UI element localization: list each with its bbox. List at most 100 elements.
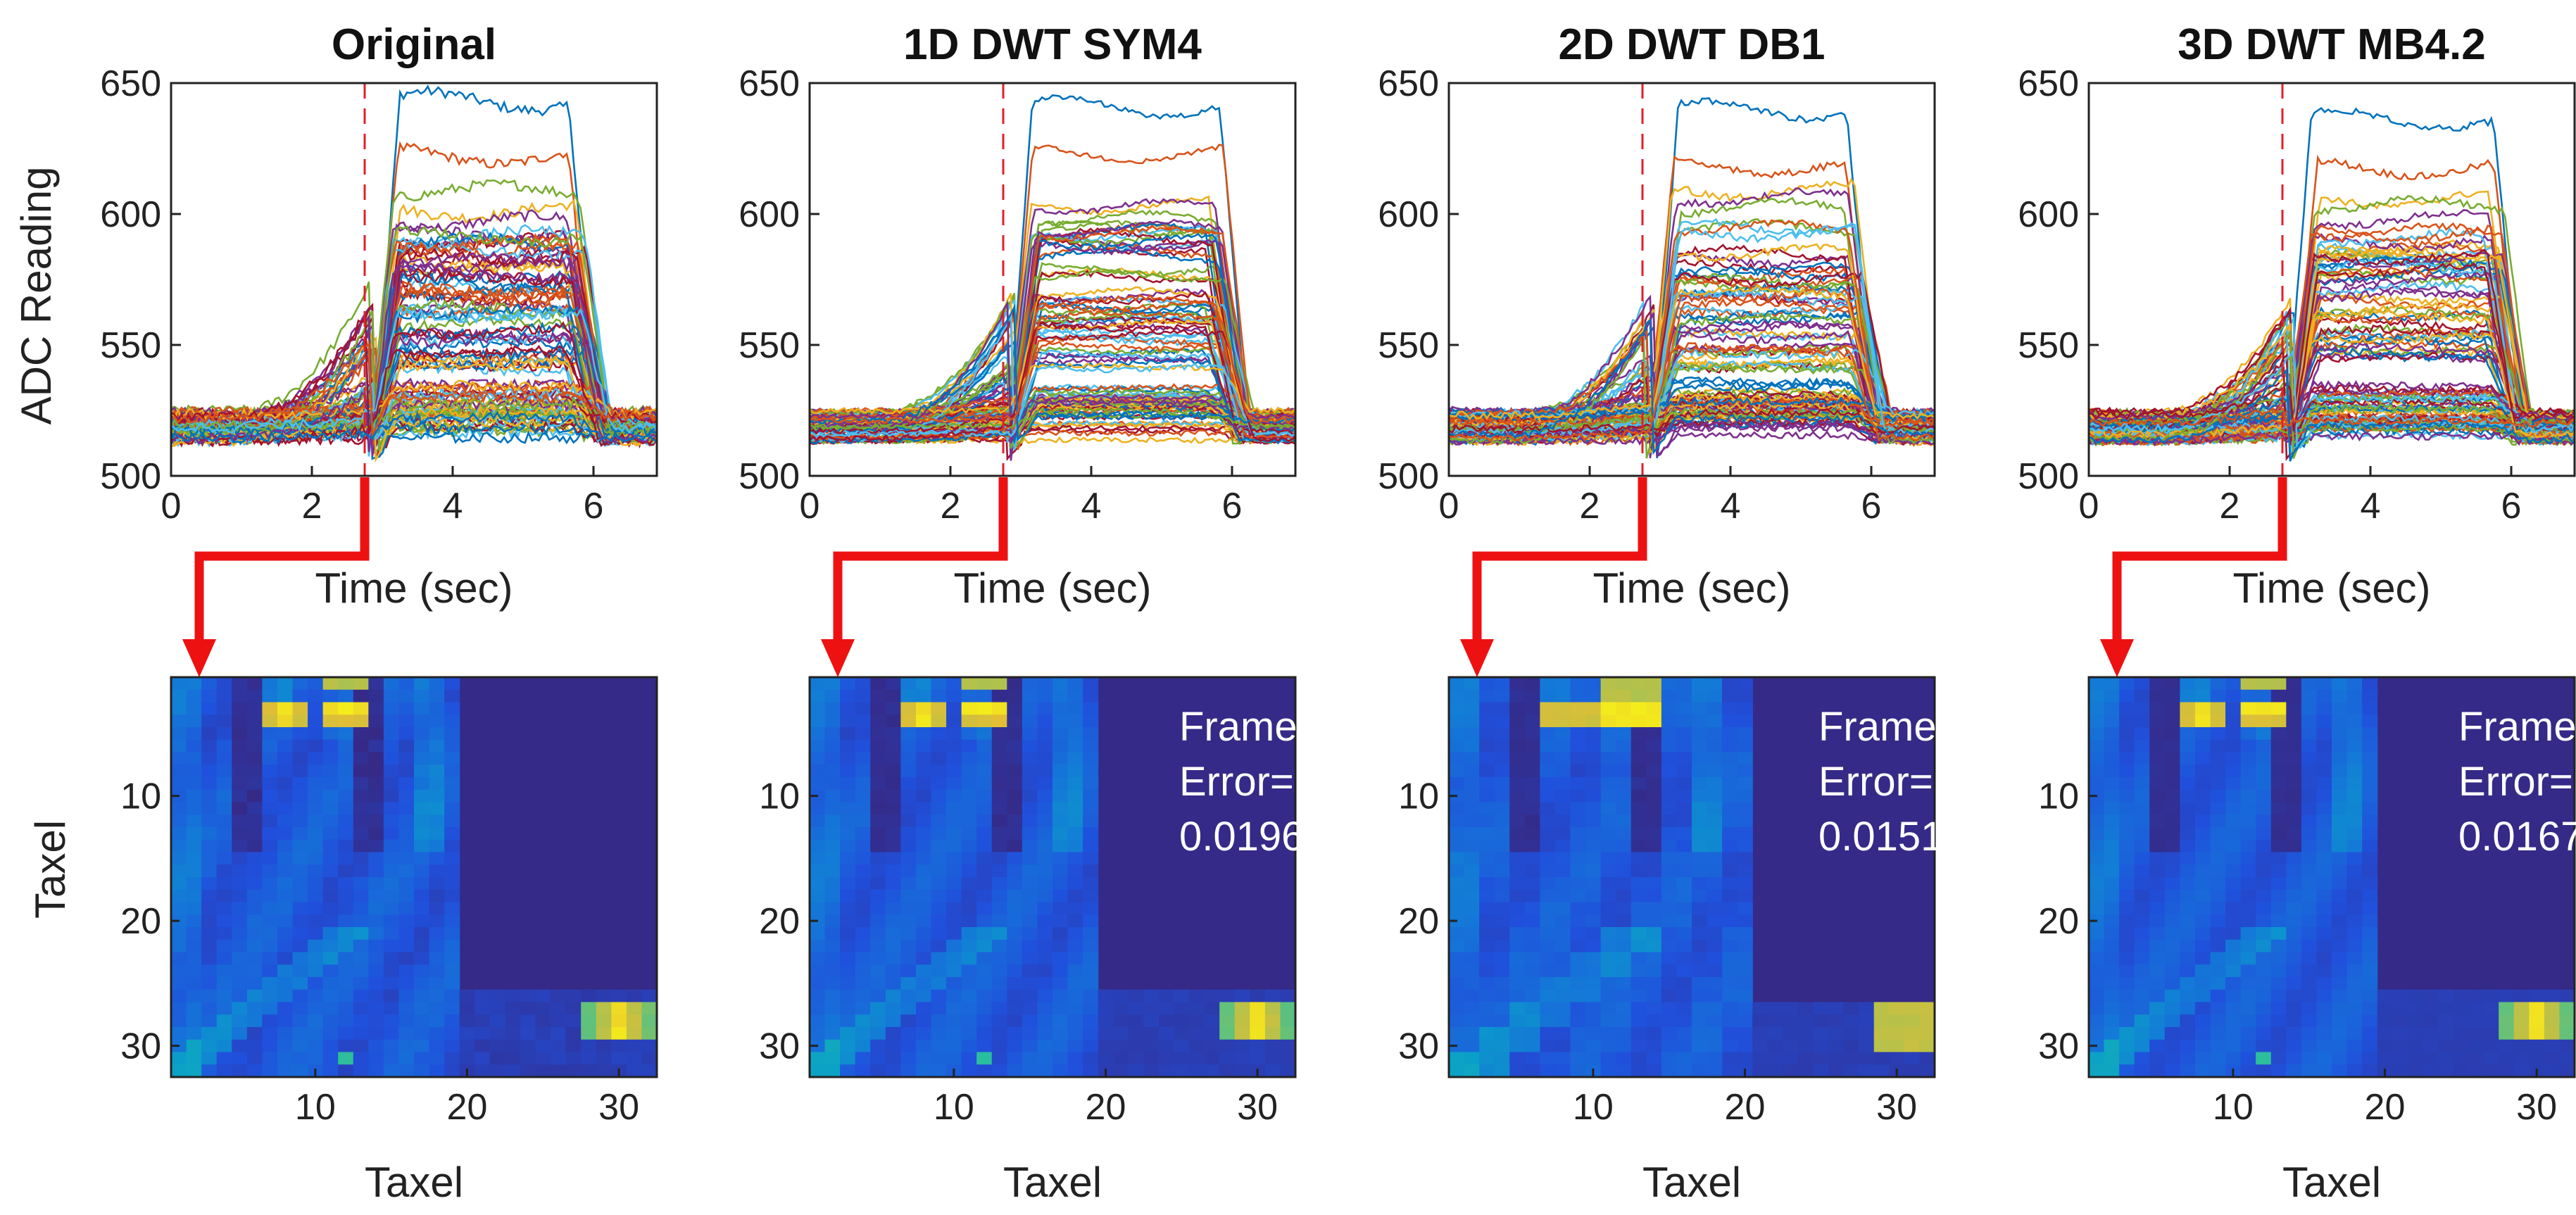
heatmap-cell <box>1083 689 1099 703</box>
heatmap-cell <box>1692 1039 1708 1053</box>
heatmap-cell <box>2316 989 2332 1003</box>
heatmap-cell <box>1722 877 1738 890</box>
heatmap-cell <box>2134 777 2150 791</box>
red-arrow-path <box>194 477 370 646</box>
x-axis-label: Taxel <box>2282 1159 2381 1206</box>
heatmap-cell <box>2513 1052 2530 1065</box>
heatmap-cell <box>2164 977 2180 990</box>
heatmap-cell <box>2225 1002 2242 1015</box>
heatmap-cell <box>870 1014 886 1028</box>
heatmap-cell <box>186 939 202 953</box>
heatmap-cell <box>1158 1002 1175 1015</box>
heatmap-cell <box>1234 1039 1250 1053</box>
heatmap-cell <box>931 789 947 803</box>
heatmap-cell <box>2194 977 2211 990</box>
heatmap-cell <box>961 964 977 978</box>
heatmap-cell <box>991 1039 1007 1053</box>
heatmap-cell <box>2346 739 2363 753</box>
heatmap-cell <box>1098 1014 1114 1028</box>
heatmap-cell <box>1540 1027 1556 1040</box>
heatmap-cell <box>1449 864 1465 878</box>
heatmap-cell <box>551 1014 567 1028</box>
heatmap-cell <box>2240 764 2256 778</box>
heatmap-cell <box>2210 752 2226 765</box>
heatmap-cell <box>2392 1039 2408 1053</box>
heatmap-cell <box>1540 889 1556 903</box>
heatmap-cell <box>2346 689 2363 703</box>
heatmap-cell <box>961 689 977 703</box>
heatmap-cell <box>2270 814 2287 828</box>
heatmap-cell <box>2104 952 2120 965</box>
heatmap-cell <box>946 677 962 691</box>
heatmap-cell <box>1692 989 1708 1003</box>
heatmap-cell <box>186 739 202 753</box>
heatmap-cell <box>459 1039 475 1053</box>
heatmap-cell <box>2423 1002 2439 1015</box>
heatmap-cell <box>2392 989 2408 1003</box>
heatmap-cell <box>292 727 308 741</box>
heatmap-cell <box>2437 1002 2454 1015</box>
heatmap-cell <box>1540 827 1556 841</box>
heatmap-cell <box>201 727 218 741</box>
y-tick-label: 650 <box>739 63 800 104</box>
heatmap-cell <box>2180 902 2196 915</box>
heatmap-cell <box>1494 864 1510 878</box>
heatmap-cell <box>2149 689 2166 703</box>
heatmap-cell <box>1083 827 1099 841</box>
heatmap-cell <box>1707 952 1723 965</box>
heatmap-cell <box>383 714 400 728</box>
heatmap-cell <box>2286 739 2302 753</box>
heatmap-cell <box>2210 927 2226 940</box>
heatmap-cell <box>2104 764 2120 778</box>
heatmap-cell <box>2346 877 2363 890</box>
heatmap-cell <box>2149 814 2166 828</box>
heatmap-cell <box>641 1014 658 1028</box>
heatmap-cell <box>1661 889 1678 903</box>
heatmap-cell <box>2362 839 2378 853</box>
heatmap-cell <box>1752 1014 1768 1028</box>
heatmap-cell <box>1585 864 1602 878</box>
heatmap-cell <box>2149 914 2166 928</box>
heatmap-cell <box>1494 702 1510 715</box>
heatmap-cell <box>1022 1052 1038 1065</box>
heatmap-cell <box>991 839 1007 853</box>
heatmap-cell <box>1067 852 1083 865</box>
heatmap-cell <box>262 1064 278 1078</box>
x-axis-label: Time (sec) <box>2232 565 2430 612</box>
heatmap-cell <box>1189 989 1205 1003</box>
heatmap-cell <box>1646 752 1662 765</box>
heatmap-cell <box>398 739 415 753</box>
heatmap-cell <box>900 1014 917 1028</box>
heatmap-cell <box>976 764 993 778</box>
heatmap-cell <box>2104 727 2120 741</box>
heatmap-cell <box>2164 1014 2180 1028</box>
heatmap-cell <box>840 752 856 765</box>
heatmap-cell <box>1053 727 1069 741</box>
heatmap-cell <box>1540 964 1556 978</box>
heatmap-cell <box>353 939 369 953</box>
heatmap-cell <box>2149 902 2166 915</box>
heatmap-cell <box>398 927 415 940</box>
heatmap-cell <box>2194 927 2211 940</box>
heatmap-cell <box>824 1064 841 1078</box>
heatmap-cell <box>611 1052 627 1065</box>
heatmap-cell <box>2346 939 2363 953</box>
heatmap-cell <box>1570 789 1586 803</box>
heatmap-cell <box>353 1052 369 1065</box>
heatmap-cell <box>855 727 871 741</box>
heatmap-cell <box>1616 977 1632 990</box>
heatmap-cell <box>2089 689 2105 703</box>
heatmap-cell <box>900 789 917 803</box>
heatmap-cell <box>565 1039 582 1053</box>
heatmap-cell <box>1264 1064 1281 1078</box>
heatmap-cell <box>353 752 369 765</box>
heatmap-cell <box>414 1002 430 1015</box>
heatmap-cell <box>353 802 369 815</box>
heatmap-cell <box>292 802 308 815</box>
heatmap-cell <box>1692 889 1708 903</box>
heatmap-cell <box>2089 1064 2105 1078</box>
heatmap-cell <box>1631 1052 1647 1065</box>
heatmap-cell <box>429 952 445 965</box>
heatmap-cell <box>232 927 248 940</box>
heatmap-cell <box>246 702 263 715</box>
